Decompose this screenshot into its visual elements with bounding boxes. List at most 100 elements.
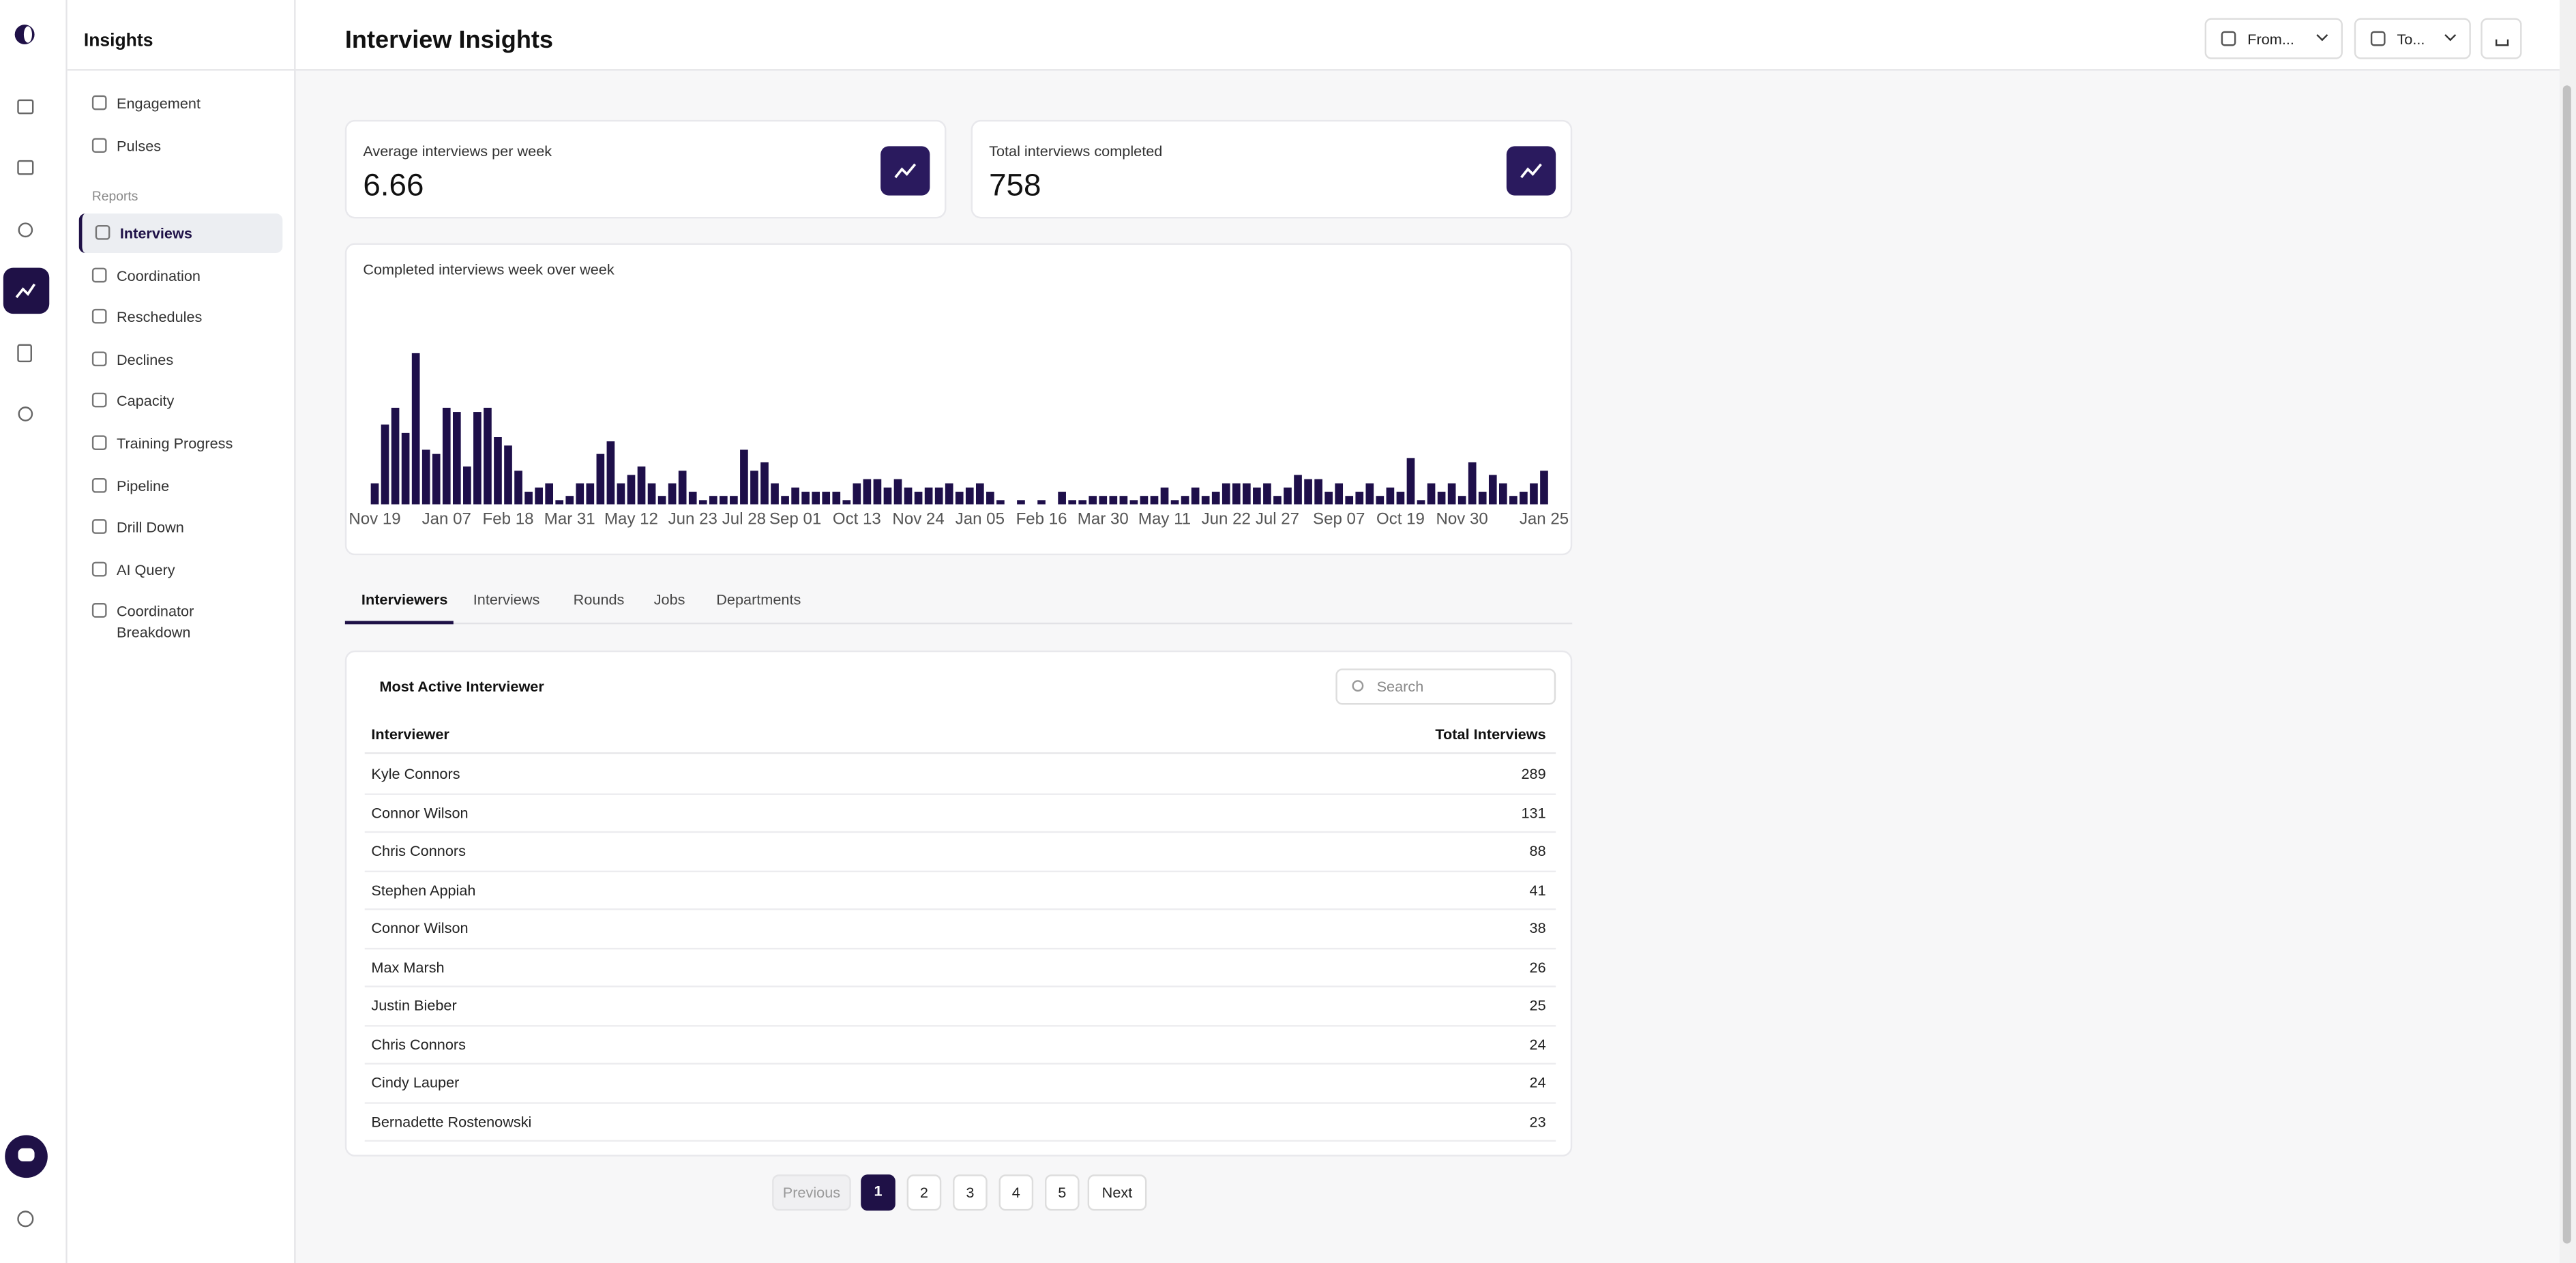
- download-icon: [2495, 39, 2509, 46]
- bar: [494, 437, 502, 505]
- row-divider: [364, 1101, 1556, 1103]
- nav-item[interactable]: AI Query: [79, 550, 283, 589]
- bar: [1232, 483, 1241, 505]
- sidebar-title: Insights: [83, 31, 153, 51]
- bar: [924, 487, 933, 505]
- bar: [1058, 492, 1066, 505]
- tab[interactable]: Interviews: [473, 591, 540, 608]
- calendar-icon: [2221, 31, 2236, 46]
- bar: [1068, 500, 1077, 505]
- nav-label: Drill Down: [117, 519, 184, 536]
- search-box[interactable]: Search: [1335, 668, 1556, 705]
- bar: [781, 496, 789, 505]
- bar: [986, 492, 994, 505]
- sidebar: [67, 0, 296, 1263]
- nav-item[interactable]: Pulses: [79, 125, 283, 165]
- x-tick-label: Oct 19: [1376, 509, 1425, 528]
- stat-icon: [880, 146, 930, 196]
- rail-icons: [3, 25, 50, 1228]
- stat-label: Total interviews completed: [989, 143, 1163, 160]
- x-tick-label: Jun 23: [668, 509, 717, 528]
- bar: [1345, 496, 1354, 505]
- bar: [1386, 487, 1395, 505]
- nav-item[interactable]: Reschedules: [79, 297, 283, 337]
- bar: [904, 487, 913, 505]
- search-icon: [1352, 680, 1364, 692]
- nav-item[interactable]: Training Progress: [79, 424, 283, 463]
- bar: [1457, 496, 1466, 505]
- tab[interactable]: Departments: [716, 591, 801, 608]
- nav-item[interactable]: Interviews: [78, 213, 283, 253]
- x-tick-label: Jan 07: [422, 509, 471, 528]
- top-bar: [295, 0, 2560, 71]
- nav-item[interactable]: Engagement: [79, 84, 283, 123]
- bar: [1089, 496, 1097, 505]
- column-header: Total Interviews: [1435, 726, 1546, 743]
- tab-underline: [344, 621, 454, 625]
- interview-count: 38: [1529, 919, 1546, 937]
- interviewer-name: Justin Bieber: [371, 997, 457, 1014]
- bar: [740, 449, 748, 505]
- bar: [1129, 500, 1138, 505]
- nav-label: Coordination: [117, 267, 201, 284]
- bar: [1304, 479, 1312, 505]
- nav-label: Engagement: [117, 95, 201, 112]
- bar: [1170, 500, 1179, 505]
- nav-item[interactable]: Drill Down: [79, 508, 283, 548]
- bar: [720, 496, 728, 505]
- bar: [1160, 487, 1169, 505]
- bar: [473, 412, 482, 505]
- page-button[interactable]: 4: [998, 1174, 1034, 1211]
- trend-icon: [894, 163, 917, 179]
- nav-icon: [91, 137, 107, 152]
- page-button[interactable]: 2: [906, 1174, 942, 1211]
- bar: [617, 483, 625, 505]
- tab[interactable]: Interviewers: [361, 591, 448, 608]
- bar: [1263, 483, 1271, 505]
- bar: [545, 483, 554, 505]
- x-tick-label: Sep 07: [1313, 509, 1365, 528]
- page-button[interactable]: 1: [861, 1174, 895, 1211]
- interviewer-name: Stephen Appiah: [371, 881, 476, 898]
- interviewer-name: Kyle Connors: [371, 765, 460, 782]
- previous-button[interactable]: Previous: [772, 1174, 851, 1211]
- chart: Completed interviews week over week Nov 1…: [349, 261, 1569, 528]
- nav-item[interactable]: Coordination: [79, 256, 283, 295]
- row-divider: [364, 1063, 1556, 1065]
- nav-icon: [91, 393, 107, 408]
- bar: [1284, 487, 1292, 505]
- download-button[interactable]: [2481, 18, 2522, 59]
- page-title: Interview Insights: [344, 26, 554, 55]
- tab[interactable]: Jobs: [653, 591, 685, 608]
- interview-count: 289: [1521, 765, 1546, 782]
- bar: [1191, 487, 1200, 505]
- page-button[interactable]: 5: [1044, 1174, 1080, 1211]
- bar: [730, 496, 738, 505]
- stat-value: 758: [989, 169, 1041, 204]
- interview-count: 24: [1529, 1074, 1546, 1091]
- date-picker[interactable]: To...: [2354, 18, 2471, 59]
- nav-item[interactable]: Pipeline: [79, 466, 283, 505]
- page-button[interactable]: 3: [953, 1174, 988, 1211]
- stat-icon: [1506, 146, 1556, 196]
- bar: [750, 471, 758, 505]
- x-tick-label: Jan 25: [1520, 509, 1569, 528]
- bar: [391, 407, 400, 505]
- date-picker[interactable]: From...: [2204, 18, 2343, 59]
- next-button[interactable]: Next: [1087, 1174, 1147, 1211]
- nav-label: Reschedules: [117, 309, 203, 326]
- nav-item[interactable]: Coordinator Breakdown: [79, 592, 283, 655]
- x-tick-label: Sep 01: [769, 509, 821, 528]
- nav-item[interactable]: Declines: [79, 340, 283, 379]
- bar: [514, 471, 522, 505]
- nav-item[interactable]: Capacity: [79, 382, 283, 421]
- bar: [1201, 496, 1210, 505]
- interview-count: 88: [1529, 842, 1546, 859]
- interview-count: 24: [1529, 1035, 1546, 1052]
- bar: [411, 353, 420, 505]
- bar: [606, 441, 615, 505]
- column-header: Interviewer: [371, 726, 449, 743]
- bar: [1509, 496, 1518, 505]
- tab[interactable]: Rounds: [573, 591, 625, 608]
